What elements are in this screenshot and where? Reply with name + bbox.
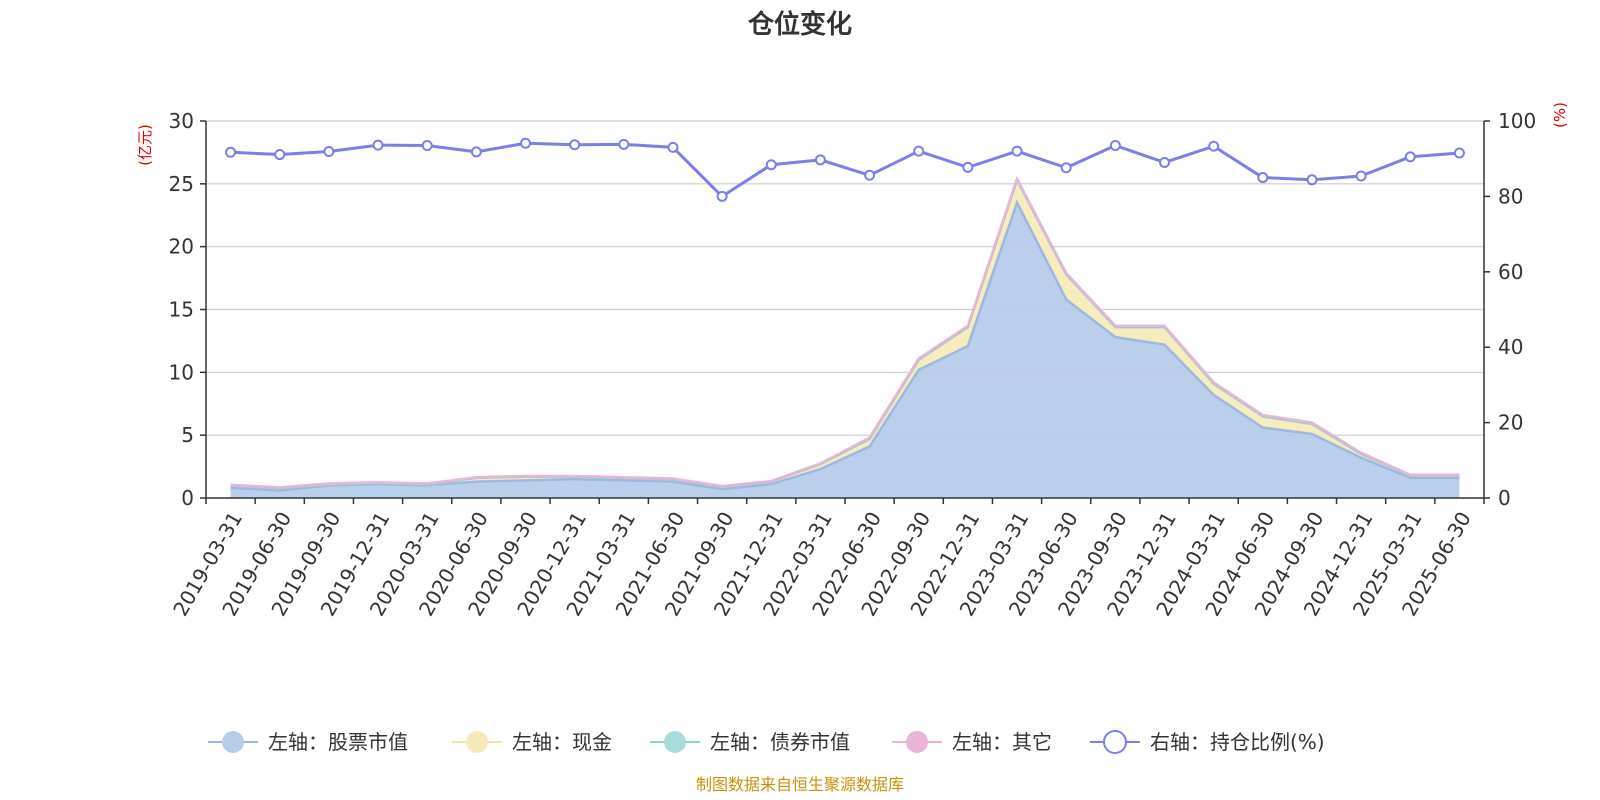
left-axis-tick-label: 15 xyxy=(169,298,194,322)
right-axis-unit: (%) xyxy=(1551,102,1569,128)
axes: 0510152025300204060801002019-03-312019-0… xyxy=(168,109,1536,620)
legend-label: 左轴：其它 xyxy=(952,730,1052,754)
ratio-point xyxy=(962,161,974,173)
ratio-point xyxy=(1060,162,1072,174)
ratio-point xyxy=(421,140,433,152)
ratio-point xyxy=(1453,147,1465,159)
legend-label: 左轴：债券市值 xyxy=(710,730,850,754)
ratio-point xyxy=(864,169,876,181)
ratio-point xyxy=(569,139,581,151)
ratio-line-series xyxy=(225,137,1465,202)
left-axis-tick-label: 25 xyxy=(169,172,194,196)
right-axis-tick-label: 0 xyxy=(1498,486,1511,510)
ratio-point xyxy=(1306,174,1318,186)
legend-circle-icon xyxy=(906,731,928,753)
legend-label: 左轴：现金 xyxy=(512,730,612,754)
legend-label: 右轴：持仓比例(%) xyxy=(1150,730,1325,754)
ratio-point xyxy=(225,146,237,158)
ratio-line xyxy=(230,141,1460,198)
ratio-point xyxy=(470,146,482,158)
ratio-point xyxy=(372,139,384,151)
ratio-point xyxy=(274,149,286,161)
legend-circle-icon xyxy=(1103,730,1127,754)
right-axis-tick-label: 100 xyxy=(1498,109,1536,133)
legend-circle-icon xyxy=(466,731,488,753)
legend: 左轴：股票市值 左轴：现金 左轴：债券市值 左轴：其它 右轴：持仓比例(%) xyxy=(208,730,1325,754)
right-axis-tick-label: 80 xyxy=(1498,184,1523,208)
right-axis-tick-label: 60 xyxy=(1498,260,1523,284)
left-axis-tick-label: 5 xyxy=(181,423,194,447)
stacked-area-line xyxy=(230,199,1460,492)
chart-title: 仓位变化 xyxy=(747,9,852,40)
ratio-point xyxy=(1159,156,1170,168)
ratio-point xyxy=(1355,170,1367,182)
area-series xyxy=(230,175,1460,498)
legend-item[interactable]: 右轴：持仓比例(%) xyxy=(1090,730,1325,754)
ratio-point xyxy=(765,159,777,171)
legend-item[interactable]: 左轴：其它 xyxy=(892,730,1052,754)
ratio-point xyxy=(1011,145,1023,157)
ratio-point xyxy=(913,145,925,157)
legend-circle-icon xyxy=(664,731,686,753)
ratio-point xyxy=(323,146,335,158)
legend-circle-icon xyxy=(222,731,244,753)
data-source-note: 制图数据来自恒生聚源数据库 xyxy=(696,775,904,794)
ratio-point xyxy=(667,141,679,153)
ratio-point xyxy=(618,138,630,150)
left-axis-tick-label: 30 xyxy=(169,109,194,133)
legend-label: 左轴：股票市值 xyxy=(268,730,408,754)
ratio-point xyxy=(520,137,531,149)
legend-item[interactable]: 左轴：现金 xyxy=(452,730,612,754)
left-axis-tick-label: 10 xyxy=(169,360,194,384)
ratio-point xyxy=(716,190,728,202)
legend-item[interactable]: 左轴：债券市值 xyxy=(650,730,850,754)
left-axis-tick-label: 0 xyxy=(181,486,194,510)
ratio-point xyxy=(1109,140,1121,152)
ratio-point xyxy=(814,154,826,166)
ratio-point xyxy=(1404,151,1416,163)
ratio-point xyxy=(1208,140,1220,152)
stacked-area-line xyxy=(230,175,1460,489)
stacked-area xyxy=(230,202,1460,498)
right-axis-tick-label: 40 xyxy=(1498,335,1523,359)
right-axis-tick-label: 20 xyxy=(1498,411,1523,435)
left-axis-tick-label: 20 xyxy=(169,235,194,259)
ratio-point xyxy=(1257,172,1269,184)
legend-item[interactable]: 左轴：股票市值 xyxy=(208,730,408,754)
left-axis-unit: (亿元) xyxy=(136,124,154,166)
